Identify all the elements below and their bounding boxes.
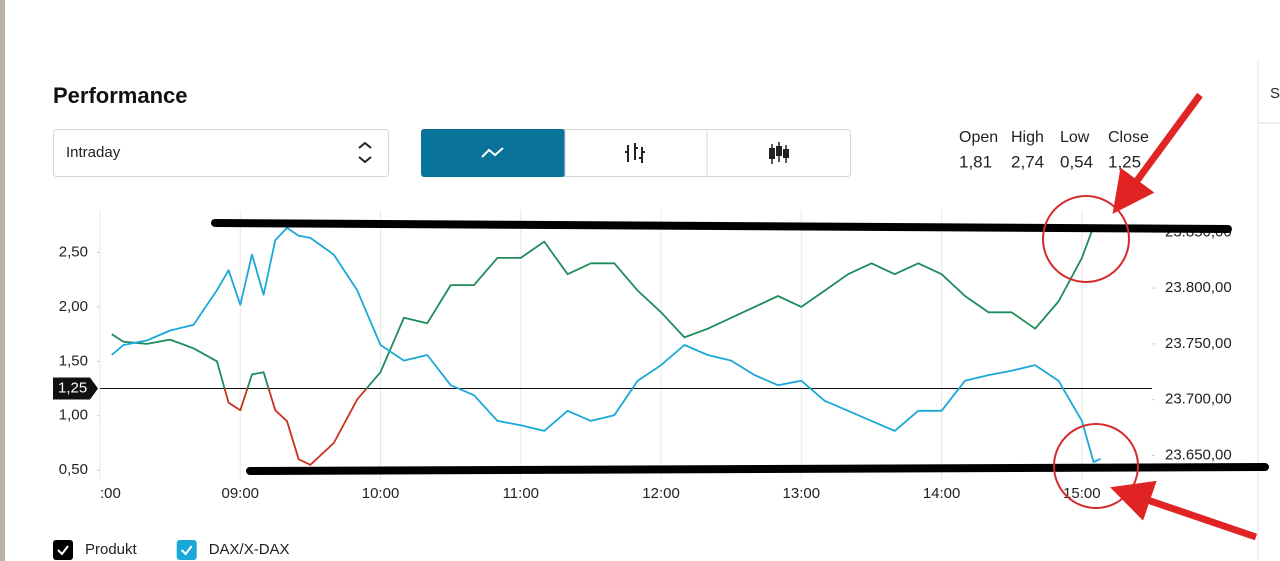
stat-label: High	[1011, 129, 1044, 146]
background-strip	[0, 0, 5, 561]
y-tick-label: 1,50	[59, 352, 88, 369]
y-tick-label: 2,50	[59, 243, 88, 260]
stat-value: 1,25	[1108, 152, 1141, 171]
legend-label: DAX/X-DAX	[209, 541, 290, 558]
x-tick-label: 12:00	[642, 485, 680, 502]
drawn-circle	[1042, 195, 1130, 283]
range-select[interactable]: Intraday	[53, 129, 389, 177]
chevron-icon	[358, 141, 372, 149]
legend: Produkt DAX/X-DAX	[53, 540, 290, 560]
candle-icon	[783, 149, 789, 158]
y-tick-label: 0,50	[59, 461, 88, 478]
reference-label: 1,25	[58, 380, 87, 397]
y2-tick-label: 23.750,00	[1165, 335, 1232, 352]
ohlc-button[interactable]	[566, 130, 707, 176]
x-tick-label: 09:00	[221, 485, 259, 502]
select-value[interactable]: Intraday	[66, 144, 121, 161]
series-line	[111, 227, 1101, 463]
legend-label: Produkt	[85, 541, 138, 558]
y2-tick-label: 23.650,00	[1165, 446, 1232, 463]
drawn-arrow	[1110, 480, 1258, 541]
x-tick-label: 11:00	[503, 485, 539, 502]
x-tick-label: :00	[100, 485, 121, 502]
candle-icon	[776, 146, 782, 156]
stat-label: Open	[959, 129, 998, 146]
drawn-circle	[1053, 423, 1139, 509]
x-tick-label: 15:00	[1063, 485, 1101, 502]
y-tick-label: 2,00	[59, 298, 88, 315]
legend-checkbox[interactable]	[53, 540, 73, 560]
reference-tag	[53, 377, 98, 400]
side-text: Se	[1270, 85, 1280, 102]
drawn-line	[246, 463, 1269, 475]
check-icon	[180, 545, 193, 556]
stat-value: 0,54	[1060, 152, 1093, 171]
y2-tick-label: 23.700,00	[1165, 391, 1232, 408]
select-box[interactable]	[53, 129, 389, 177]
stat-value: 1,81	[959, 152, 992, 171]
series-line	[111, 225, 1095, 389]
series-line	[223, 388, 368, 466]
legend-checkbox[interactable]	[176, 540, 197, 560]
check-icon	[57, 545, 69, 556]
section-title: Performance	[53, 83, 188, 108]
drawn-arrow	[1112, 92, 1203, 214]
stats: Open 1,81 High 2,74 Low 0,54 Close 1,25	[959, 129, 1149, 171]
stat-value: 2,74	[1011, 152, 1044, 171]
ohlc-icon	[625, 143, 645, 163]
x-tick-label: 13:00	[783, 485, 821, 502]
stat-label: Close	[1108, 129, 1149, 146]
stat-label: Low	[1060, 129, 1090, 146]
x-tick-label: 14:00	[923, 485, 961, 502]
plot: :00 09:00 10:00 11:00 12:00 13:00 14:00 15:00 0,…	[53, 210, 1232, 502]
chart-type-toggle	[421, 129, 851, 177]
y2-tick-label: 23.800,00	[1165, 279, 1232, 296]
line-icon	[481, 147, 504, 158]
annotations	[211, 92, 1269, 541]
candle-icon	[769, 148, 775, 159]
y-tick-label: 1,00	[59, 407, 88, 424]
chevron-icon	[358, 156, 372, 164]
x-tick-label: 10:00	[362, 485, 400, 502]
drawn-line	[211, 219, 1232, 233]
